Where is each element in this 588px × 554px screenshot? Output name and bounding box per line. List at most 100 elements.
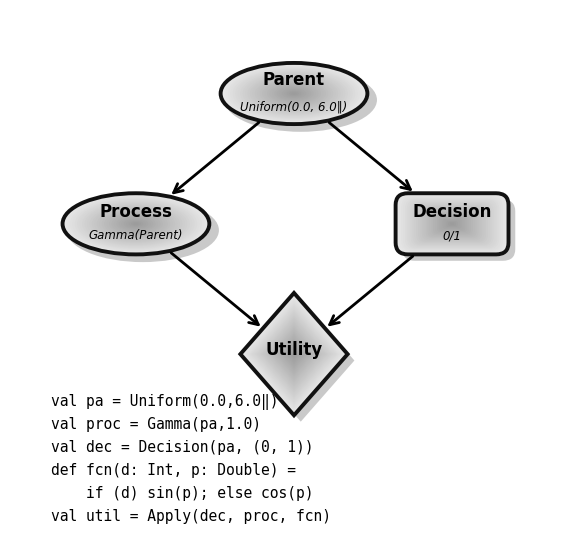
Ellipse shape — [89, 204, 182, 243]
Ellipse shape — [82, 202, 190, 246]
Polygon shape — [282, 340, 306, 368]
Polygon shape — [273, 330, 315, 378]
Ellipse shape — [66, 198, 219, 262]
Ellipse shape — [225, 68, 377, 132]
FancyBboxPatch shape — [446, 220, 457, 227]
Text: val dec = Decision(pa, (0, 1)): val dec = Decision(pa, (0, 1)) — [51, 440, 314, 455]
Ellipse shape — [116, 216, 155, 232]
Ellipse shape — [109, 213, 163, 235]
Polygon shape — [270, 327, 318, 381]
Polygon shape — [246, 299, 342, 409]
Ellipse shape — [284, 89, 304, 98]
Ellipse shape — [267, 83, 321, 105]
Ellipse shape — [226, 65, 362, 122]
FancyBboxPatch shape — [402, 199, 515, 261]
Polygon shape — [292, 352, 296, 356]
Text: def fcn(d: Int, p: Double) =: def fcn(d: Int, p: Double) = — [51, 463, 296, 478]
Ellipse shape — [77, 199, 195, 248]
Ellipse shape — [65, 194, 207, 253]
Ellipse shape — [292, 93, 296, 95]
FancyBboxPatch shape — [420, 207, 484, 241]
FancyBboxPatch shape — [450, 223, 454, 225]
Ellipse shape — [258, 78, 330, 109]
Ellipse shape — [92, 206, 180, 242]
Polygon shape — [251, 305, 337, 403]
FancyBboxPatch shape — [418, 206, 486, 242]
FancyBboxPatch shape — [433, 214, 471, 234]
Ellipse shape — [255, 77, 333, 110]
Ellipse shape — [279, 88, 309, 100]
Ellipse shape — [223, 64, 365, 123]
Polygon shape — [263, 320, 325, 389]
FancyBboxPatch shape — [401, 196, 503, 252]
FancyBboxPatch shape — [443, 219, 462, 229]
Polygon shape — [278, 336, 310, 372]
FancyBboxPatch shape — [410, 202, 493, 246]
Text: Decision: Decision — [412, 203, 492, 221]
Ellipse shape — [272, 84, 316, 102]
Text: Parent: Parent — [263, 71, 325, 89]
Ellipse shape — [248, 74, 340, 113]
Text: val util = Apply(dec, proc, fcn): val util = Apply(dec, proc, fcn) — [51, 509, 331, 524]
Ellipse shape — [287, 90, 301, 96]
Polygon shape — [255, 309, 333, 399]
Polygon shape — [258, 314, 330, 395]
FancyBboxPatch shape — [409, 201, 495, 247]
Polygon shape — [262, 317, 326, 391]
Ellipse shape — [62, 193, 209, 254]
Polygon shape — [275, 332, 313, 377]
FancyBboxPatch shape — [422, 208, 482, 240]
Ellipse shape — [126, 220, 146, 228]
Polygon shape — [256, 311, 332, 397]
Ellipse shape — [106, 212, 165, 236]
FancyBboxPatch shape — [448, 222, 456, 226]
Text: val pa = Uniform(0.0,6.0‖): val pa = Uniform(0.0,6.0‖) — [51, 394, 279, 410]
Polygon shape — [242, 295, 346, 413]
Ellipse shape — [265, 81, 323, 106]
FancyBboxPatch shape — [399, 195, 505, 253]
Ellipse shape — [252, 76, 336, 111]
Text: Gamma(Parent): Gamma(Parent) — [89, 229, 183, 242]
Polygon shape — [285, 344, 303, 365]
Ellipse shape — [97, 208, 175, 240]
Ellipse shape — [245, 73, 343, 114]
Polygon shape — [267, 324, 321, 384]
Ellipse shape — [228, 66, 360, 121]
FancyBboxPatch shape — [405, 198, 499, 249]
Ellipse shape — [230, 67, 358, 120]
Ellipse shape — [123, 219, 148, 229]
Ellipse shape — [250, 75, 338, 112]
Ellipse shape — [133, 223, 138, 225]
Ellipse shape — [129, 220, 143, 227]
FancyBboxPatch shape — [403, 197, 501, 250]
FancyBboxPatch shape — [416, 204, 488, 243]
Polygon shape — [276, 334, 312, 375]
Ellipse shape — [72, 197, 199, 250]
Ellipse shape — [262, 80, 326, 107]
FancyBboxPatch shape — [396, 193, 509, 254]
Ellipse shape — [75, 198, 197, 249]
Ellipse shape — [235, 69, 353, 118]
Text: Process: Process — [99, 203, 172, 221]
FancyBboxPatch shape — [445, 220, 460, 228]
Polygon shape — [260, 315, 328, 393]
Ellipse shape — [80, 201, 192, 247]
Polygon shape — [287, 346, 301, 362]
Ellipse shape — [289, 91, 299, 95]
FancyBboxPatch shape — [435, 214, 469, 233]
Text: Utility: Utility — [265, 341, 323, 359]
Polygon shape — [283, 342, 305, 366]
Ellipse shape — [282, 89, 306, 99]
Polygon shape — [240, 293, 348, 416]
Ellipse shape — [269, 83, 319, 104]
FancyBboxPatch shape — [427, 211, 476, 237]
FancyBboxPatch shape — [437, 216, 467, 232]
Ellipse shape — [233, 68, 355, 119]
FancyBboxPatch shape — [432, 213, 473, 235]
FancyBboxPatch shape — [415, 203, 490, 244]
Ellipse shape — [94, 207, 178, 241]
FancyBboxPatch shape — [413, 202, 492, 245]
FancyBboxPatch shape — [441, 218, 463, 230]
Polygon shape — [248, 301, 340, 407]
Polygon shape — [269, 326, 319, 383]
